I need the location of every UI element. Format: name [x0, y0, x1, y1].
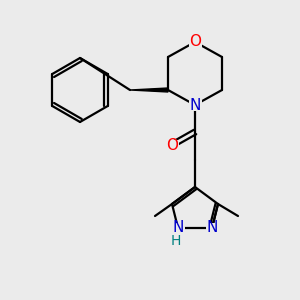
- Text: O: O: [166, 137, 178, 152]
- Text: H: H: [171, 234, 181, 248]
- FancyBboxPatch shape: [172, 223, 184, 233]
- Text: O: O: [189, 34, 201, 50]
- Polygon shape: [130, 88, 168, 92]
- FancyBboxPatch shape: [206, 223, 218, 233]
- FancyBboxPatch shape: [188, 37, 202, 47]
- FancyBboxPatch shape: [166, 140, 178, 151]
- Text: N: N: [189, 98, 201, 112]
- FancyBboxPatch shape: [188, 100, 202, 110]
- Text: N: N: [172, 220, 184, 236]
- Text: N: N: [206, 220, 218, 236]
